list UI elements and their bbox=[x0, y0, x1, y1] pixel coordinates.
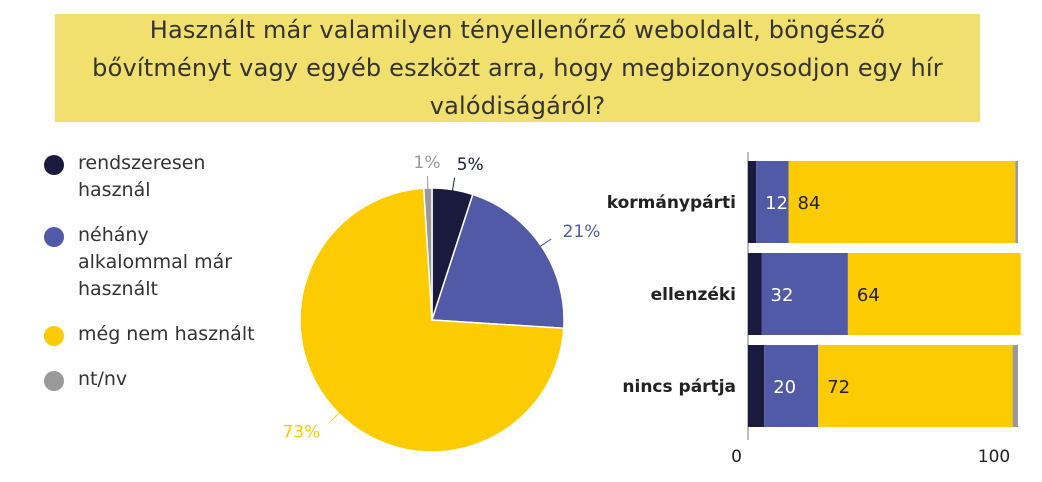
x-tick-label-100: 100 bbox=[978, 447, 1010, 467]
legend-marker-regular bbox=[44, 155, 64, 175]
x-tick-label-0: 0 bbox=[731, 447, 742, 467]
bar-data-label-nincs-partja-meg-nem-hasznalt: 72 bbox=[827, 377, 850, 398]
pie-label-nt-nv: 1% bbox=[414, 153, 441, 173]
legend-label-never: még nem használt bbox=[78, 323, 255, 345]
legend-marker-occasional bbox=[44, 227, 64, 247]
legend-label-regular: rendszeresen használ bbox=[78, 152, 206, 201]
legend-item-regular: rendszeresen használ bbox=[40, 150, 280, 204]
legend-item-occasional: néhány alkalommal már használt bbox=[40, 222, 280, 303]
legend: rendszeresen használ néhány alkalommal m… bbox=[40, 150, 280, 411]
bar-segment-nincs-partja-meg-nem-hasznalt bbox=[818, 345, 1013, 427]
legend-item-never: még nem használt bbox=[40, 321, 280, 348]
bar-category-label-nincs-partja: nincs pártja bbox=[622, 377, 736, 397]
legend-marker-never bbox=[44, 326, 64, 346]
legend-marker-na bbox=[44, 371, 64, 391]
bar-data-label-nincs-partja-nehany-alkalommal-mar-hasznalt: 20 bbox=[773, 377, 796, 398]
chart-title: Használt már valamilyen tényellenőrző we… bbox=[92, 16, 943, 120]
bar-segment-ellenzeki-meg-nem-hasznalt bbox=[847, 253, 1021, 335]
legend-item-na: nt/nv bbox=[40, 366, 280, 393]
bar-data-label-ellenzeki-nehany-alkalommal-mar-hasznalt: 32 bbox=[771, 285, 794, 306]
legend-label-na: nt/nv bbox=[78, 368, 128, 390]
pie-label-meg-nem-hasznalt: 73% bbox=[282, 423, 320, 443]
bar-segment-nincs-partja-nt-nv bbox=[1012, 345, 1018, 427]
pie-leader-rendszeresen-hasznal bbox=[451, 177, 456, 192]
bar-category-label-kormanyparti: kormánypárti bbox=[607, 193, 736, 213]
bar-segment-kormanyparti-nt-nv bbox=[1015, 161, 1018, 243]
bar-data-label-ellenzeki-meg-nem-hasznalt: 64 bbox=[857, 285, 880, 306]
bar-data-label-kormanyparti-meg-nem-hasznalt: 84 bbox=[798, 193, 821, 214]
title-banner: Használt már valamilyen tényellenőrző we… bbox=[55, 14, 980, 122]
bar-category-label-ellenzeki: ellenzéki bbox=[651, 285, 736, 305]
bar-segment-nincs-partja-rendszeresen-hasznal bbox=[748, 345, 765, 427]
bar-segment-kormanyparti-rendszeresen-hasznal bbox=[748, 161, 757, 243]
bar-segment-kormanyparti-nehany-alkalommal-mar-hasznalt bbox=[756, 161, 789, 243]
bar-segment-ellenzeki-nehany-alkalommal-mar-hasznalt bbox=[761, 253, 848, 335]
legend-label-occasional: néhány alkalommal már használt bbox=[78, 224, 233, 300]
bar-segment-kormanyparti-meg-nem-hasznalt bbox=[788, 161, 1016, 243]
bar-segment-nincs-partja-nehany-alkalommal-mar-hasznalt bbox=[764, 345, 819, 427]
pie-label-nehany-alkalommal-mar-hasznalt: 21% bbox=[563, 222, 601, 242]
bar-segment-ellenzeki-rendszeresen-hasznal bbox=[748, 253, 762, 335]
pie-leader-nehany-alkalommal-mar-hasznalt bbox=[539, 238, 552, 248]
pie-leader-meg-nem-hasznalt bbox=[329, 411, 341, 423]
bar-data-label-kormanyparti-nehany-alkalommal-mar-hasznalt: 12 bbox=[765, 193, 788, 214]
pie-label-rendszeresen-hasznal: 5% bbox=[457, 155, 484, 175]
